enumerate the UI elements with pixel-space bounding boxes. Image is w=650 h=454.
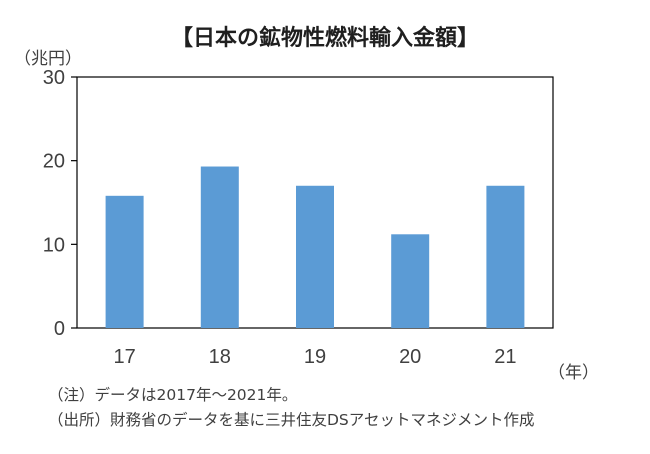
footnote-note: （注）データは2017年～2021年。 xyxy=(48,386,298,404)
chart-title: 【日本の鉱物性燃料輸入金額】 xyxy=(170,26,479,51)
y-tick-label: 20 xyxy=(43,151,65,173)
x-tick-label: 18 xyxy=(209,346,231,368)
bar-21 xyxy=(486,185,525,328)
bar-17 xyxy=(105,195,144,328)
y-tick-label: 0 xyxy=(54,318,65,340)
x-tick-label: 21 xyxy=(494,346,516,368)
footnote-source: （出所）財務省のデータを基に三井住友DSアセットマネジメント作成 xyxy=(48,411,535,429)
x-tick-label: 17 xyxy=(113,346,135,368)
bar-20 xyxy=(391,234,430,328)
y-tick-label: 30 xyxy=(43,67,65,89)
x-tick-label: 19 xyxy=(304,346,326,368)
bar-18 xyxy=(200,166,239,328)
x-tick-label: 20 xyxy=(399,346,421,368)
x-axis-unit-label: （年） xyxy=(548,363,599,383)
y-tick-label: 10 xyxy=(43,234,65,256)
bar-19 xyxy=(296,185,334,328)
y-axis-unit-label: （兆円） xyxy=(14,49,82,69)
